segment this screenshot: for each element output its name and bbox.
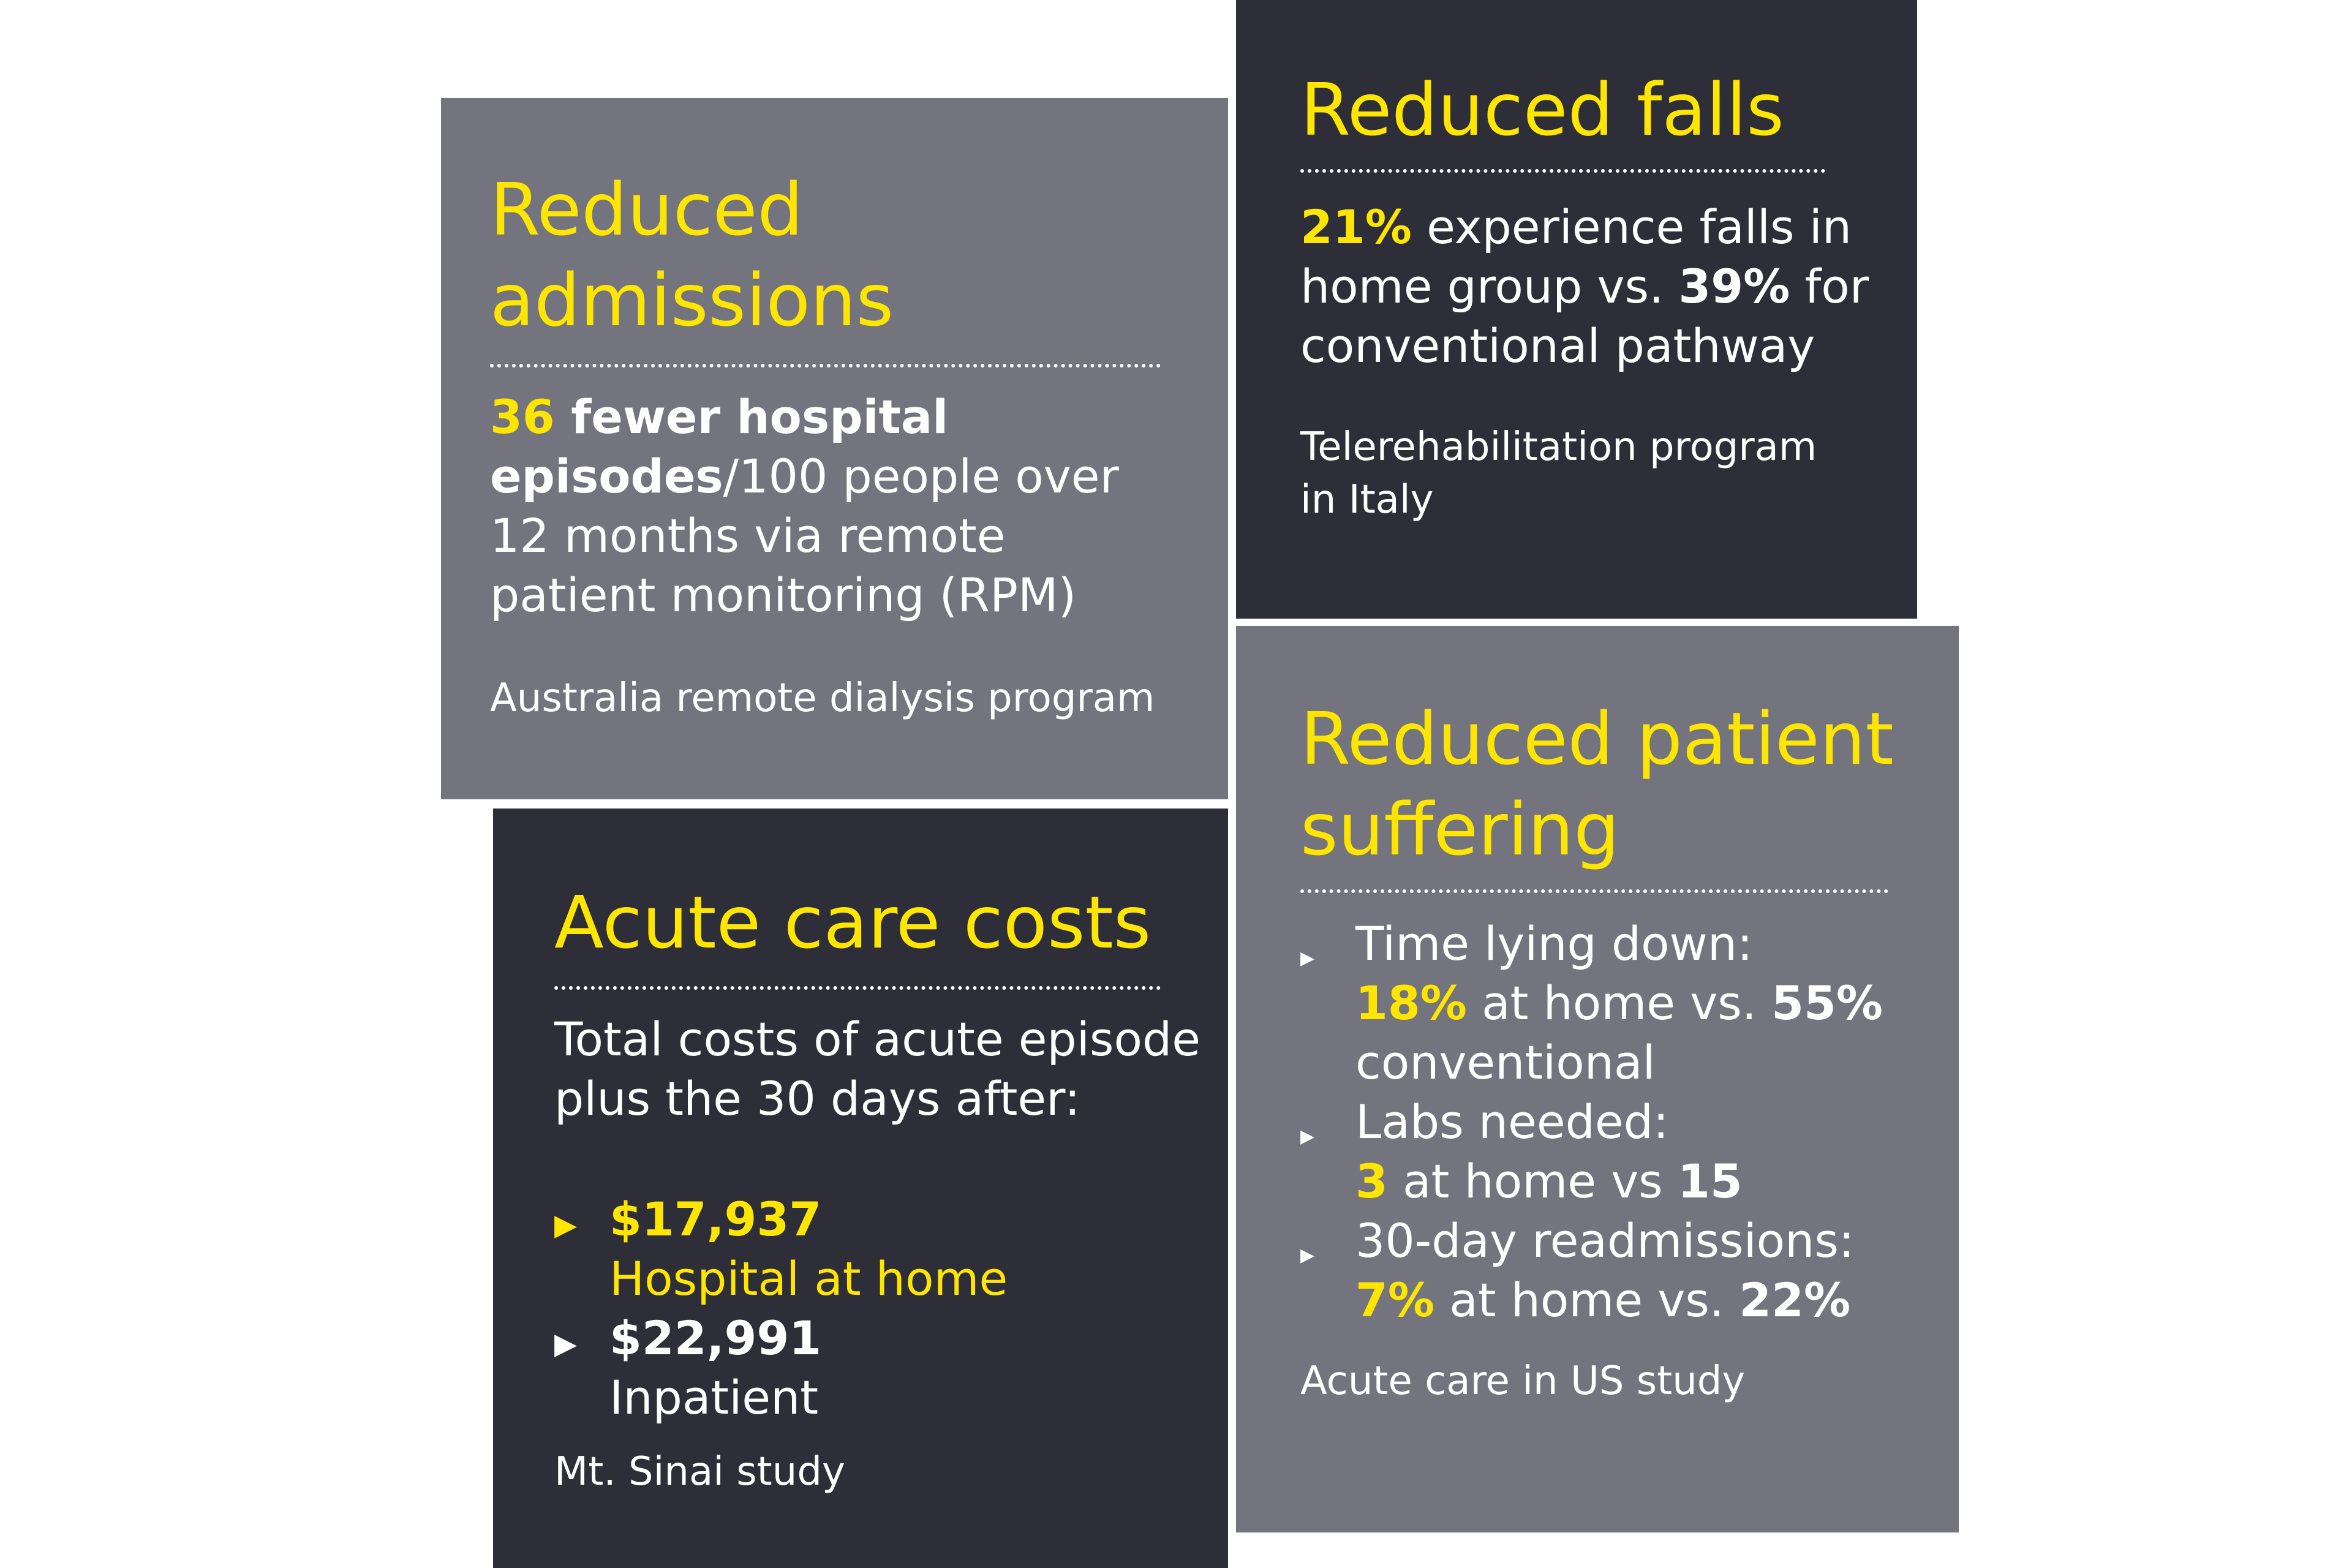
falls-line3: conventional pathway bbox=[1300, 318, 1815, 373]
suffering-source: Acute care in US study bbox=[1300, 1359, 1746, 1404]
suffering-item-labs-mid: at home vs bbox=[1387, 1154, 1678, 1208]
suffering-item-readm-home: 7% bbox=[1355, 1273, 1435, 1327]
suffering-item-lying-stats: 18% at home vs. 55% bbox=[1355, 973, 1883, 1033]
costs-source: Mt. Sinai study bbox=[554, 1449, 845, 1494]
card-reduced-falls: Reduced falls 21% experience falls in ho… bbox=[1236, 0, 1917, 619]
suffering-item-labs: ▶ Labs needed: 3 at home vs 15 bbox=[1300, 1092, 1883, 1211]
triangle-right-icon: ▶ bbox=[1300, 1245, 1315, 1266]
costs-divider bbox=[554, 986, 1161, 990]
admissions-stat-number: 36 bbox=[490, 390, 555, 444]
costs-item-inpatient-label: Inpatient bbox=[609, 1370, 819, 1425]
triangle-right-icon: ▶ bbox=[554, 1208, 577, 1242]
falls-line2: home group vs. 39% for bbox=[1300, 257, 1869, 316]
card-acute-care-costs: Acute care costs Total costs of acute ep… bbox=[493, 809, 1228, 1568]
card-reduced-patient-suffering: Reduced patient suffering ▶ Time lying d… bbox=[1236, 626, 1959, 1532]
suffering-item-lying-down: ▶ Time lying down: 18% at home vs. 55% c… bbox=[1300, 914, 1883, 1092]
admissions-line3: 12 months via remote bbox=[490, 508, 1006, 563]
suffering-divider bbox=[1300, 889, 1888, 893]
suffering-item-labs-label: Labs needed: bbox=[1355, 1095, 1669, 1149]
falls-stat-home: 21% bbox=[1300, 200, 1412, 254]
costs-intro-line1: Total costs of acute episode bbox=[554, 1012, 1200, 1066]
admissions-title-line1: Reduced bbox=[490, 167, 804, 252]
costs-intro-line2: plus the 30 days after: bbox=[554, 1071, 1080, 1126]
falls-divider bbox=[1300, 169, 1825, 173]
falls-stat-conventional: 39% bbox=[1678, 259, 1790, 314]
falls-line1-rest: experience falls in bbox=[1411, 200, 1852, 254]
admissions-stat-rest-2: /100 people over bbox=[723, 449, 1119, 503]
suffering-title-line2: suffering bbox=[1300, 787, 1620, 872]
falls-source-line2: in Italy bbox=[1300, 477, 1434, 522]
costs-item-home-amount: $17,937 bbox=[609, 1192, 822, 1246]
triangle-right-icon: ▶ bbox=[1300, 1126, 1315, 1147]
costs-item-home-label: Hospital at home bbox=[609, 1251, 1008, 1306]
costs-item-inpatient-amount: $22,991 bbox=[609, 1311, 822, 1365]
card-reduced-admissions: Reduced admissions 36 fewer hospital epi… bbox=[441, 98, 1228, 799]
suffering-list: ▶ Time lying down: 18% at home vs. 55% c… bbox=[1300, 914, 1883, 1330]
falls-stat: 21% experience falls in home group vs. 3… bbox=[1300, 197, 1869, 375]
falls-source-line1: Telerehabilitation program bbox=[1300, 424, 1817, 470]
admissions-stat-line2: episodes/100 people over bbox=[490, 447, 1119, 506]
suffering-item-readm-mid: at home vs. bbox=[1434, 1273, 1740, 1327]
admissions-stat-bold-1: fewer hospital bbox=[554, 390, 949, 444]
suffering-item-lying-mid: at home vs. bbox=[1466, 976, 1772, 1030]
falls-source: Telerehabilitation program in Italy bbox=[1300, 421, 1817, 526]
falls-line1: 21% experience falls in bbox=[1300, 197, 1869, 257]
suffering-item-readm-stats: 7% at home vs. 22% bbox=[1355, 1270, 1883, 1330]
suffering-item-readm-conv: 22% bbox=[1739, 1273, 1851, 1327]
suffering-item-lying-label: Time lying down: bbox=[1355, 916, 1753, 971]
suffering-item-lying-tail: conventional bbox=[1355, 1035, 1656, 1090]
admissions-divider bbox=[490, 364, 1161, 368]
suffering-item-labs-stats: 3 at home vs 15 bbox=[1355, 1152, 1883, 1211]
suffering-item-readm-label: 30-day readmissions: bbox=[1355, 1213, 1855, 1268]
admissions-stat: 36 fewer hospital episodes/100 people ov… bbox=[490, 387, 1119, 625]
admissions-title: Reduced admissions bbox=[490, 164, 894, 345]
triangle-right-icon: ▶ bbox=[554, 1327, 577, 1361]
costs-item-inpatient: ▶ $22,991 Inpatient bbox=[554, 1308, 1008, 1427]
falls-title: Reduced falls bbox=[1300, 67, 1784, 152]
triangle-right-icon: ▶ bbox=[1300, 948, 1315, 969]
admissions-stat-bold-2: episodes bbox=[490, 449, 723, 503]
suffering-title-line1: Reduced patient bbox=[1300, 696, 1894, 781]
admissions-stat-line1: 36 fewer hospital bbox=[490, 387, 1119, 447]
admissions-line4: patient monitoring (RPM) bbox=[490, 568, 1077, 622]
suffering-item-readmissions: ▶ 30-day readmissions: 7% at home vs. 22… bbox=[1300, 1211, 1883, 1330]
suffering-item-labs-home: 3 bbox=[1355, 1154, 1388, 1208]
admissions-title-line2: admissions bbox=[490, 258, 894, 342]
falls-line2-pre: home group vs. bbox=[1300, 259, 1679, 314]
suffering-item-labs-conv: 15 bbox=[1677, 1154, 1743, 1208]
costs-intro: Total costs of acute episode plus the 30… bbox=[554, 1009, 1200, 1128]
falls-line2-post: for bbox=[1790, 259, 1869, 314]
costs-list: ▶ $17,937 Hospital at home ▶ $22,991 Inp… bbox=[554, 1189, 1008, 1427]
admissions-source: Australia remote dialysis program bbox=[490, 676, 1155, 721]
suffering-item-lying-conv: 55% bbox=[1771, 976, 1883, 1030]
suffering-title: Reduced patient suffering bbox=[1300, 693, 1894, 875]
costs-title: Acute care costs bbox=[554, 880, 1152, 965]
costs-item-home: ▶ $17,937 Hospital at home bbox=[554, 1189, 1008, 1308]
suffering-item-lying-home: 18% bbox=[1355, 976, 1467, 1030]
